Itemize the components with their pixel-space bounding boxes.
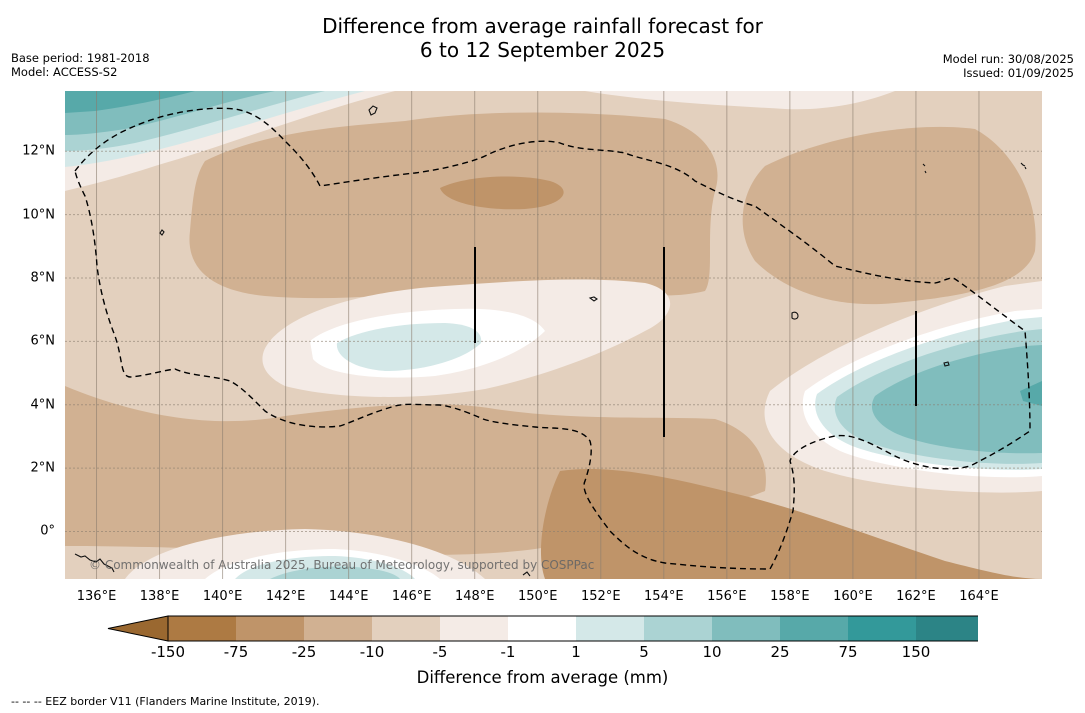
colorbar-tick-label: -1 bbox=[500, 643, 516, 661]
colorbar-segment bbox=[644, 616, 712, 641]
base-period-label: Base period: 1981-2018 bbox=[11, 51, 150, 65]
colorbar-tick-label: 1 bbox=[571, 643, 581, 661]
colorbar-segment bbox=[440, 616, 508, 641]
model-label: Model: ACCESS-S2 bbox=[11, 65, 118, 79]
x-tick-label: 144°E bbox=[328, 589, 369, 604]
anomaly-wet-central bbox=[336, 323, 482, 371]
anomaly-light-top bbox=[585, 91, 895, 110]
colorbar-tick-label: -5 bbox=[432, 643, 448, 661]
x-tick-label: 136°E bbox=[76, 589, 117, 604]
island-bottom-mid bbox=[522, 571, 531, 577]
model-run-label: Model run: 30/08/2025 bbox=[942, 52, 1074, 66]
colorbar-title: Difference from average (mm) bbox=[416, 668, 669, 687]
graticule bbox=[65, 91, 1042, 579]
eez-footnote: -- -- -- EEZ border V11 (Flanders Marine… bbox=[11, 695, 320, 708]
x-tick-label: 164°E bbox=[959, 589, 999, 604]
colorbar-segment bbox=[304, 616, 372, 641]
colorbar-segment bbox=[780, 616, 848, 641]
island-kosrae bbox=[943, 361, 950, 367]
x-tick-label: 142°E bbox=[265, 589, 306, 604]
island-west bbox=[159, 229, 165, 236]
title-line-2: 6 to 12 September 2025 bbox=[419, 38, 666, 62]
y-tick-label: 0° bbox=[40, 523, 55, 539]
island-palau bbox=[74, 553, 115, 573]
y-tick-label: 10°N bbox=[22, 207, 55, 223]
y-tick-label: 12°N bbox=[22, 143, 55, 159]
issued-label: Issued: 01/09/2025 bbox=[963, 66, 1074, 80]
colorbar-low-extension bbox=[107, 615, 169, 642]
y-tick-label: 2°N bbox=[30, 460, 56, 476]
coastline bbox=[74, 105, 1027, 577]
anomaly-wet-topleft-4 bbox=[65, 91, 195, 113]
x-tick-label: 148°E bbox=[454, 589, 495, 604]
x-tick-label: 158°E bbox=[770, 589, 810, 604]
colorbar-outline bbox=[167, 615, 978, 642]
island-yap bbox=[368, 105, 378, 116]
colorbar-tick-label: 75 bbox=[838, 643, 858, 661]
meta-right: Model run: 30/08/2025 Issued: 01/09/2025 bbox=[943, 52, 1074, 80]
anomaly-dry-north bbox=[189, 112, 718, 299]
colorbar-tick-label: 150 bbox=[901, 643, 931, 661]
anomaly-wet-east-3 bbox=[871, 345, 1042, 454]
y-tick-label: 4°N bbox=[30, 397, 56, 413]
rainfall-anomaly-map bbox=[65, 91, 1042, 579]
anomaly-wet-east-4 bbox=[1020, 381, 1042, 406]
colorbar-tick-label: 5 bbox=[639, 643, 649, 661]
colorbar-tick-label: -25 bbox=[291, 643, 317, 661]
colorbar-segment bbox=[848, 616, 916, 641]
colorbar-tick-label: 10 bbox=[702, 643, 722, 661]
colorbar-tick-label: -150 bbox=[150, 643, 186, 661]
colorbar-segment bbox=[576, 616, 644, 641]
marker-lines bbox=[474, 247, 917, 437]
colorbar-segment bbox=[508, 616, 576, 641]
meta-left: Base period: 1981-2018 Model: ACCESS-S2 bbox=[11, 51, 150, 79]
x-tick-label: 146°E bbox=[391, 589, 432, 604]
colorbar-segment bbox=[372, 616, 440, 641]
colorbar-segment bbox=[236, 616, 304, 641]
colorbar-segment bbox=[916, 616, 978, 641]
colorbar-segment bbox=[168, 616, 236, 641]
island-chuuk bbox=[588, 296, 598, 302]
eez-border bbox=[74, 107, 1031, 570]
x-tick-label: 154°E bbox=[644, 589, 684, 604]
y-tick-label: 6°N bbox=[30, 333, 56, 349]
x-tick-label: 152°E bbox=[581, 589, 621, 604]
x-tick-label: 162°E bbox=[896, 589, 936, 604]
x-tick-label: 150°E bbox=[517, 589, 558, 604]
title-line-1: Difference from average rainfall forecas… bbox=[322, 14, 763, 38]
island-pohnpei bbox=[791, 311, 799, 320]
x-tick-label: 140°E bbox=[202, 589, 243, 604]
anomaly-wet-bottomleft-2 bbox=[270, 566, 400, 579]
map-title: Difference from average rainfall forecas… bbox=[0, 14, 1085, 62]
copyright-notice: © Commonwealth of Australia 2025, Bureau… bbox=[89, 558, 595, 572]
colorbar-segment bbox=[712, 616, 780, 641]
colorbar bbox=[107, 615, 978, 642]
colorbar-tick-label: 25 bbox=[770, 643, 790, 661]
colorbar-tick-label: -10 bbox=[359, 643, 385, 661]
anomaly-dry-southeast bbox=[540, 469, 1042, 579]
island-ne1 bbox=[1020, 162, 1027, 170]
anomaly-dry-north-core bbox=[440, 176, 564, 210]
island-ne2 bbox=[922, 163, 927, 174]
x-tick-label: 156°E bbox=[707, 589, 747, 604]
x-tick-label: 138°E bbox=[139, 589, 180, 604]
x-tick-label: 160°E bbox=[833, 589, 873, 604]
y-tick-label: 8°N bbox=[30, 270, 56, 286]
colorbar-tick-label: -75 bbox=[223, 643, 249, 661]
anomaly-dry-east bbox=[742, 126, 1036, 305]
